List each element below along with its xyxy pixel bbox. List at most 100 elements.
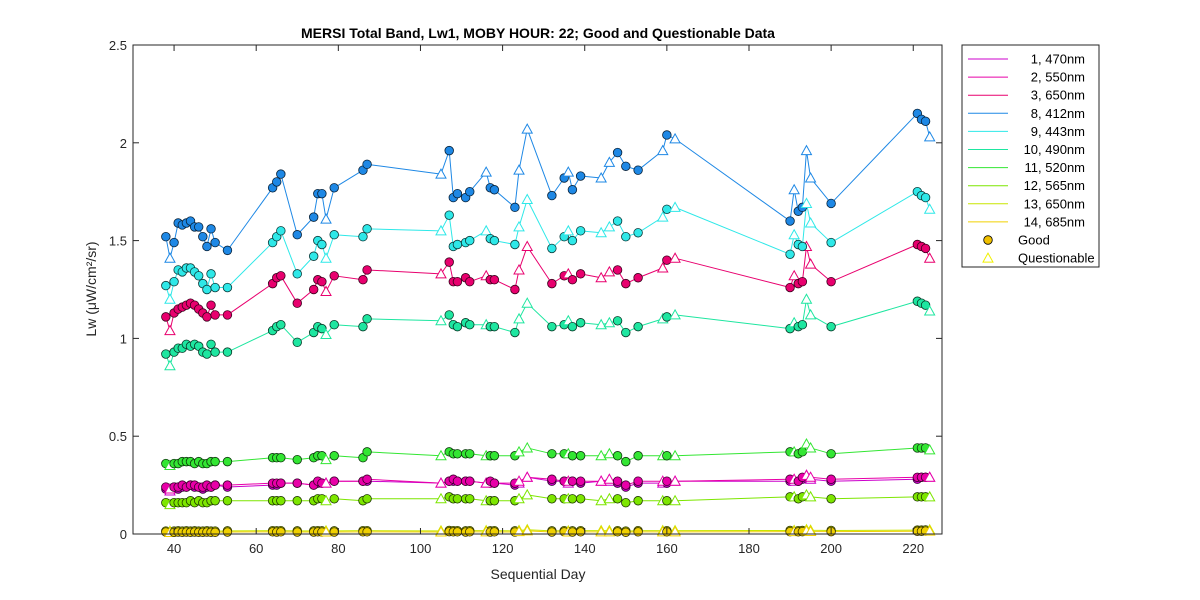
good-point <box>317 276 327 287</box>
legend-label: 10, 490nm <box>1024 142 1085 157</box>
questionable-point <box>788 228 801 240</box>
good-point <box>662 130 672 140</box>
good-point <box>567 185 578 195</box>
good-point <box>308 284 319 295</box>
good-point <box>276 496 286 506</box>
questionable-point <box>923 203 936 214</box>
good-point <box>362 474 372 484</box>
good-point <box>210 527 220 537</box>
good-point <box>222 310 233 320</box>
questionable-point <box>800 144 813 156</box>
good-point <box>575 476 586 486</box>
questionable-point <box>804 308 817 320</box>
questionable-point <box>804 490 817 502</box>
good-point <box>510 284 520 295</box>
good-point <box>575 269 586 279</box>
x-tick-label: 100 <box>410 541 432 556</box>
legend-entry-2: 2, 550nm <box>968 70 1085 85</box>
questionable-point <box>804 216 817 228</box>
questionable-point <box>603 156 616 167</box>
good-point <box>621 278 631 289</box>
good-point <box>329 451 339 461</box>
good-point <box>547 278 557 289</box>
good-point <box>547 449 557 459</box>
series-markers-8 <box>161 488 936 510</box>
questionable-point <box>923 130 936 142</box>
good-point <box>276 453 286 463</box>
questionable-point <box>923 443 936 455</box>
good-point <box>362 224 372 234</box>
legend-label: 13, 650nm <box>1024 196 1085 211</box>
legend-label: 12, 565nm <box>1024 178 1085 193</box>
good-point <box>489 185 500 195</box>
good-point <box>612 265 623 275</box>
good-point <box>362 494 372 504</box>
good-point <box>621 480 631 490</box>
questionable-point <box>669 449 681 461</box>
good-point <box>489 496 500 506</box>
good-point <box>308 212 319 222</box>
good-point <box>612 216 623 226</box>
good-point <box>358 275 368 285</box>
good-point <box>567 235 578 246</box>
good-point <box>210 282 220 293</box>
legend-items: 1, 470nm 2, 550nm 3, 650nm 8, 412nm 9, 443nm… <box>968 52 1095 266</box>
legend-entry-questionable: Questionable <box>982 251 1095 266</box>
good-point <box>222 347 233 357</box>
good-point <box>210 496 220 506</box>
legend-entry-8: 12, 565nm <box>968 178 1085 193</box>
questionable-point <box>513 312 525 324</box>
good-point <box>633 496 643 506</box>
good-point <box>194 222 204 232</box>
good-point <box>452 476 463 486</box>
good-point <box>489 527 500 537</box>
good-point <box>567 476 578 486</box>
questionable-point <box>320 252 332 263</box>
good-point <box>206 269 216 279</box>
legend-entry-10: 14, 685nm <box>968 214 1085 229</box>
questionable-point <box>513 492 525 504</box>
good-point <box>329 271 339 281</box>
good-point <box>489 321 500 332</box>
x-tick-label: 80 <box>331 541 345 556</box>
questionable-point <box>513 164 525 175</box>
good-point <box>222 456 233 467</box>
questionable-point <box>656 211 669 222</box>
good-point <box>612 316 623 326</box>
questionable-point <box>804 525 817 536</box>
good-point <box>465 449 475 459</box>
questionable-point <box>603 316 616 328</box>
legend-entry-9: 13, 650nm <box>968 196 1085 211</box>
questionable-point <box>656 144 669 156</box>
good-point <box>621 527 631 537</box>
good-point <box>222 496 233 506</box>
questionable-point <box>513 475 525 486</box>
questionable-point <box>435 224 447 236</box>
good-point <box>444 257 454 267</box>
y-axis-ticks: 0 0.5 1 1.5 2 2.5 <box>109 38 942 542</box>
good-point <box>612 527 623 537</box>
questionable-point <box>788 183 801 195</box>
good-point <box>547 243 557 254</box>
good-point <box>575 171 586 181</box>
questionable-point <box>923 471 936 482</box>
good-point <box>920 192 931 203</box>
plot-frame <box>132 44 943 535</box>
questionable-point <box>320 477 332 488</box>
good-point <box>169 237 179 248</box>
good-point <box>276 527 286 537</box>
good-point <box>362 159 372 170</box>
x-tick-label: 120 <box>492 541 514 556</box>
good-point <box>161 349 171 359</box>
questionable-point <box>804 471 817 482</box>
good-point <box>621 456 631 467</box>
good-point <box>452 527 463 537</box>
good-point <box>567 321 578 332</box>
x-tick-label: 200 <box>820 541 842 556</box>
legend-entry-4: 8, 412nm <box>968 106 1085 121</box>
good-point <box>452 321 463 332</box>
good-point <box>797 241 808 252</box>
good-point <box>362 447 372 457</box>
good-point <box>621 498 631 508</box>
